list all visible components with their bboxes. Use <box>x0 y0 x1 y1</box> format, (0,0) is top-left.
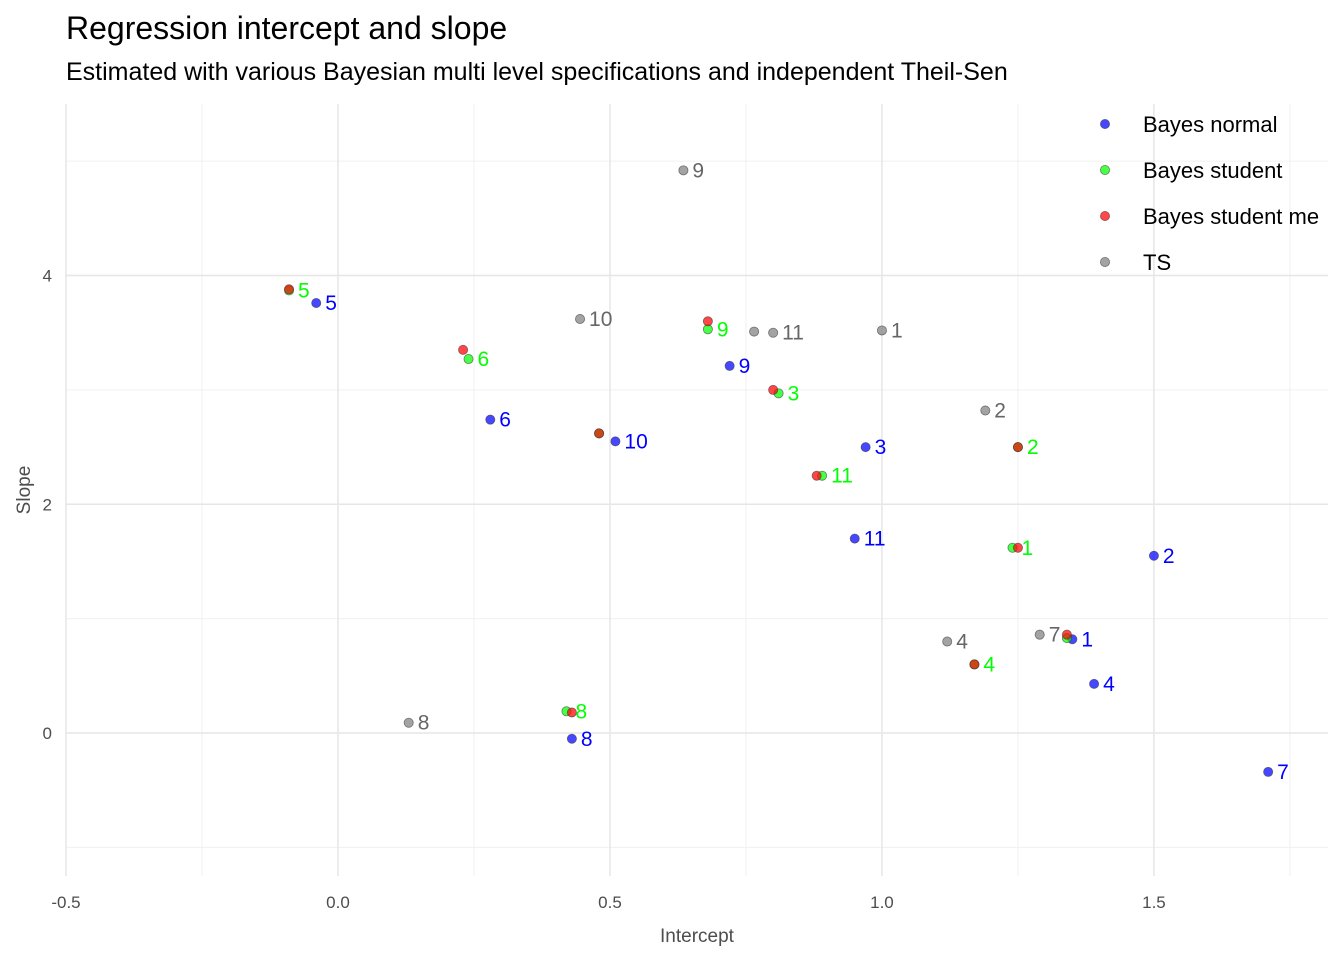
data-point <box>702 316 713 327</box>
data-point <box>458 344 469 355</box>
legend-label: TS <box>1143 250 1171 275</box>
x-tick-label: 0.0 <box>326 893 350 912</box>
data-point <box>811 470 822 481</box>
x-tick-label: 1.0 <box>870 893 894 912</box>
point-label: 5 <box>298 279 310 302</box>
data-point <box>463 354 474 365</box>
data-point <box>594 428 605 439</box>
data-point <box>403 717 414 728</box>
x-tick-label: 0.5 <box>598 893 622 912</box>
grid <box>65 104 1328 876</box>
y-tick-label: 2 <box>43 495 52 514</box>
data-point <box>678 165 689 176</box>
axes: -0.5 0.0 0.5 1.0 1.5 0 2 4 Intercept Slope <box>14 267 1166 947</box>
data-point <box>610 436 621 447</box>
point-label: 6 <box>499 409 511 432</box>
data-point <box>749 326 760 337</box>
legend-label: Bayes student me <box>1143 204 1319 229</box>
point-label: 8 <box>418 712 430 735</box>
point-label: 1 <box>1022 537 1034 560</box>
data-points <box>284 165 1274 777</box>
data-point <box>849 533 860 544</box>
y-axis-title: Slope <box>14 466 35 515</box>
data-point <box>1012 442 1023 453</box>
legend: Bayes normal Bayes student Bayes student m… <box>1100 112 1319 275</box>
data-point <box>768 384 779 395</box>
point-label: 7 <box>1277 761 1289 784</box>
point-label: 1 <box>1081 628 1093 651</box>
chart-subtitle: Estimated with various Bayesian multi le… <box>66 58 1008 86</box>
data-point <box>876 325 887 336</box>
data-point <box>284 284 295 295</box>
legend-key <box>1100 210 1111 221</box>
x-axis-title: Intercept <box>660 926 735 947</box>
point-label: 3 <box>875 436 887 459</box>
data-point <box>969 659 980 670</box>
point-label: 1 <box>891 319 903 342</box>
data-point <box>768 327 779 338</box>
data-point <box>1263 766 1274 777</box>
point-label: 7 <box>1049 624 1061 647</box>
point-label: 5 <box>325 292 337 315</box>
data-point <box>1061 629 1072 640</box>
point-label: 9 <box>739 355 751 378</box>
data-point <box>1148 550 1159 561</box>
point-label: 2 <box>1027 436 1039 459</box>
data-point <box>1089 678 1100 689</box>
point-label: 9 <box>717 318 729 341</box>
data-point <box>860 442 871 453</box>
data-point <box>566 707 577 718</box>
data-point <box>311 298 322 309</box>
point-label: 4 <box>1103 673 1115 696</box>
data-point <box>575 314 586 325</box>
data-point <box>485 414 496 425</box>
chart-title: Regression intercept and slope <box>66 10 508 46</box>
point-label: 6 <box>478 348 490 371</box>
point-label: 2 <box>1163 545 1175 568</box>
y-tick-label: 4 <box>43 267 52 286</box>
point-label: 11 <box>864 528 886 551</box>
legend-label: Bayes normal <box>1143 112 1278 137</box>
y-tick-label: 0 <box>43 724 52 743</box>
point-label: 8 <box>575 700 587 723</box>
x-tick-label: -0.5 <box>51 893 80 912</box>
data-point <box>1034 629 1045 640</box>
data-point <box>724 360 735 371</box>
point-label: 4 <box>983 653 995 676</box>
data-point <box>980 405 991 416</box>
point-label: 10 <box>589 308 612 331</box>
point-label: 11 <box>831 465 853 488</box>
point-label: 2 <box>994 400 1006 423</box>
point-label: 10 <box>624 430 647 453</box>
point-label: 8 <box>581 728 593 751</box>
legend-key <box>1100 256 1111 267</box>
point-label: 3 <box>788 382 800 405</box>
legend-label: Bayes student <box>1143 158 1282 183</box>
x-tick-label: 1.5 <box>1142 893 1166 912</box>
legend-key <box>1100 164 1111 175</box>
data-point <box>1012 542 1023 553</box>
point-label: 9 <box>692 159 704 182</box>
data-point <box>942 636 953 647</box>
point-label: 4 <box>956 631 968 654</box>
point-label: 11 <box>782 322 804 345</box>
data-point <box>566 733 577 744</box>
legend-key <box>1100 119 1111 130</box>
